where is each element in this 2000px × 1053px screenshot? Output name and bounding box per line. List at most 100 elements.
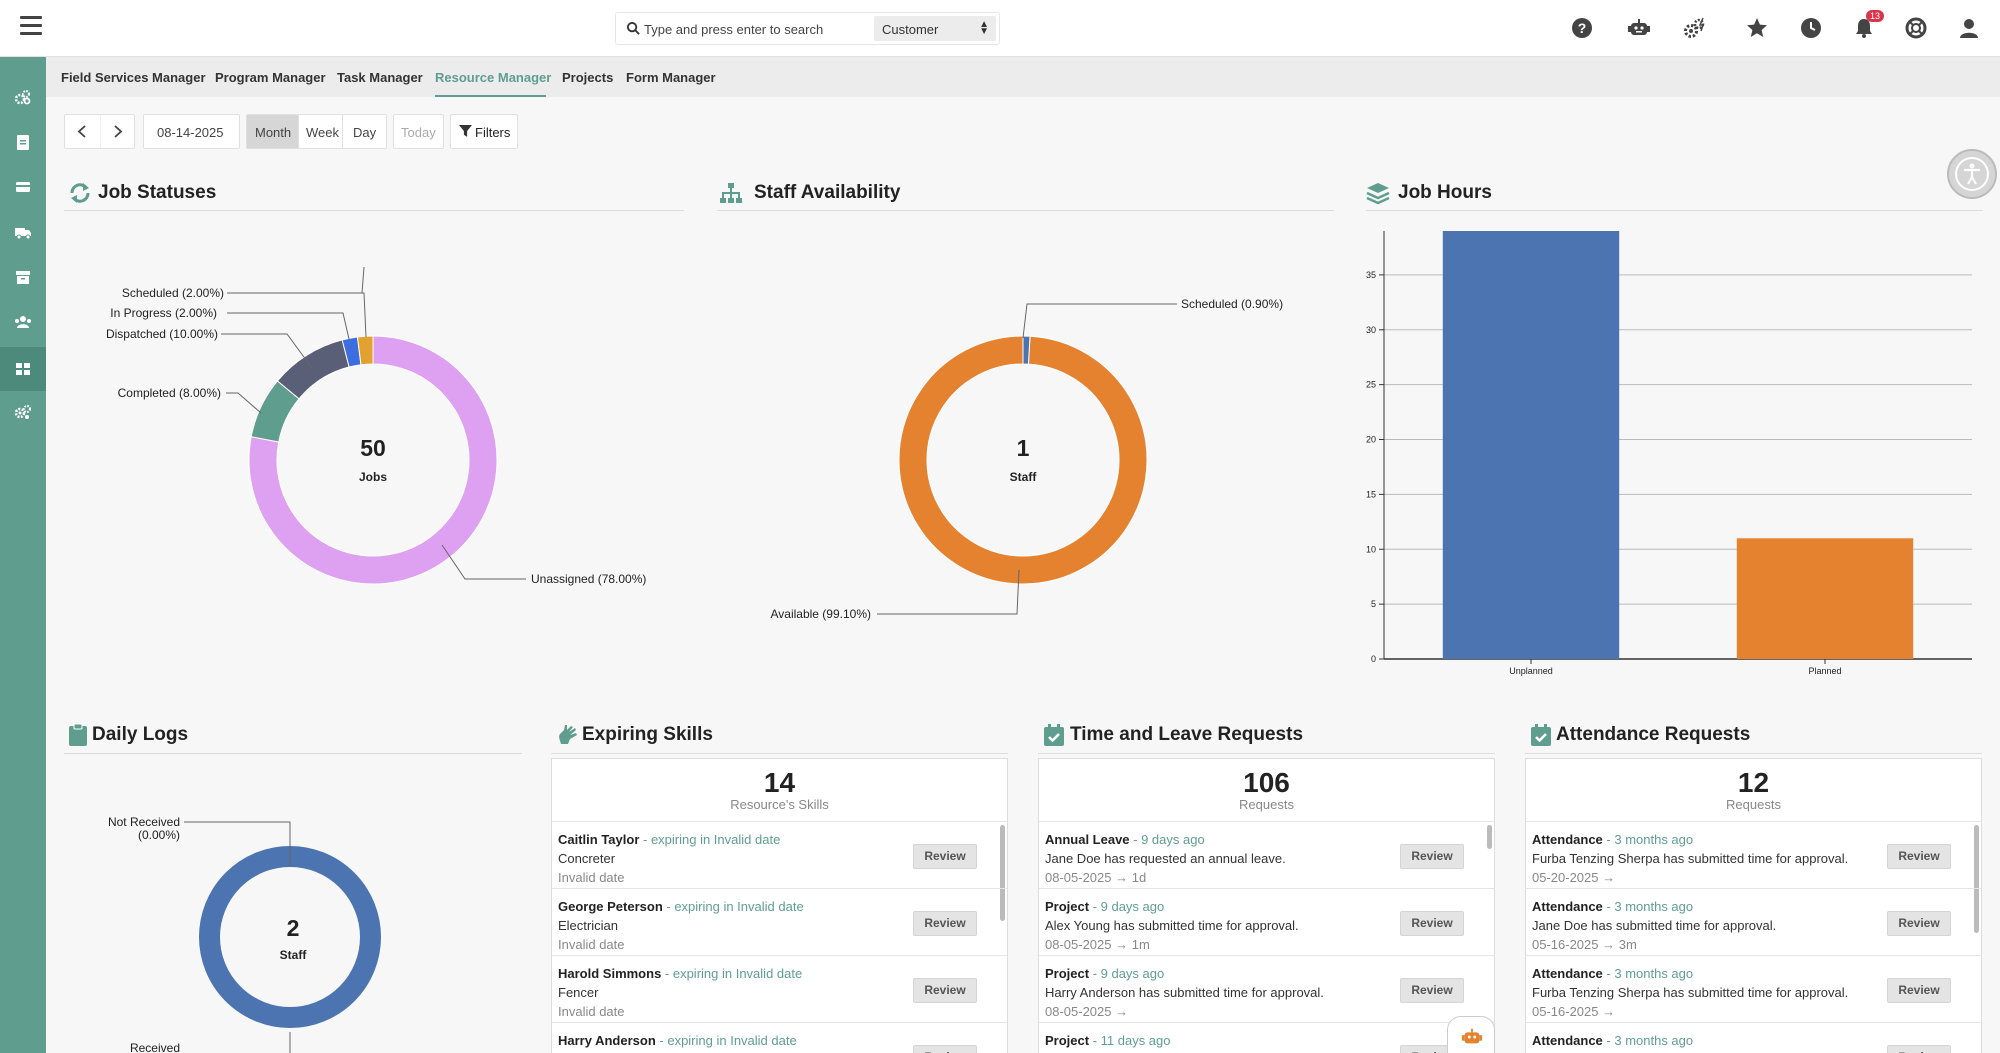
logs-staff-label: Staff — [280, 948, 308, 962]
calendar-check-icon — [1042, 723, 1066, 747]
review-button[interactable]: Review — [1400, 978, 1464, 1003]
skill-entry-title: Harry Anderson - expiring in Invalid dat… — [558, 1033, 797, 1048]
staff-slice-scheduled[interactable] — [1022, 335, 1031, 365]
tab-program-manager[interactable]: Program Manager — [215, 70, 326, 85]
review-button[interactable]: Review — [1400, 911, 1464, 936]
tab-resource-manager[interactable]: Resource Manager — [435, 70, 552, 85]
sidebar — [0, 57, 46, 1053]
bell-icon[interactable]: 13 — [1852, 10, 1885, 40]
archive-icon[interactable] — [13, 267, 33, 287]
request-type[interactable]: Project — [1045, 899, 1090, 914]
attendance-type[interactable]: Attendance — [1532, 899, 1603, 914]
attendance-entry: Attendance - 3 months ago Furba Tenzing … — [1526, 956, 1981, 1023]
attendance-type[interactable]: Attendance — [1532, 966, 1603, 981]
search-input[interactable]: Type and press enter to search — [644, 22, 824, 37]
view-day-button[interactable]: Day — [342, 115, 386, 148]
attendance-scrollbar[interactable] — [1974, 825, 1979, 933]
star-icon[interactable] — [1745, 16, 1769, 40]
requests-scrollbar[interactable] — [1487, 825, 1492, 849]
clock-icon[interactable] — [1799, 16, 1823, 40]
request-description: Harry Anderson has submitted time for ap… — [1045, 985, 1324, 1000]
attendance-age: - 3 months ago — [1602, 832, 1694, 847]
review-button[interactable]: Review — [1887, 1045, 1951, 1053]
staff-availability-title: Staff Availability — [754, 182, 901, 203]
dashboard-icon[interactable] — [0, 347, 46, 391]
search-scope-value: Customer — [882, 22, 939, 37]
assistant-bot-icon[interactable] — [1447, 1016, 1495, 1053]
expiring-skills-card: 14 Resource's Skills Caitlin Taylor - ex… — [551, 758, 1008, 1053]
view-month-button[interactable]: Month — [247, 115, 298, 148]
card-header-divider — [1039, 821, 1494, 822]
bar-planned[interactable] — [1736, 538, 1914, 659]
skill-person[interactable]: George Peterson — [558, 899, 663, 914]
skill-entry: George Peterson - expiring in Invalid da… — [552, 889, 1007, 956]
review-button[interactable]: Review — [913, 1045, 977, 1053]
review-button[interactable]: Review — [1887, 911, 1951, 936]
job-statuses-chart: Scheduled (2.00%) In Progress (2.00%) Di… — [64, 215, 704, 635]
y-tick-label: 10 — [1366, 544, 1376, 554]
next-arrow-icon[interactable] — [100, 115, 135, 148]
truck-icon[interactable] — [13, 222, 33, 242]
tab-field-services-manager[interactable]: Field Services Manager — [61, 70, 206, 85]
label-scheduled: Scheduled (2.00%) — [122, 286, 224, 300]
staff-slice-available[interactable] — [898, 335, 1148, 585]
lifebuoy-icon[interactable] — [1904, 16, 1928, 40]
tab-projects[interactable]: Projects — [562, 70, 614, 85]
label-not-received-pct: (0.00%) — [138, 828, 180, 842]
tab-form-manager[interactable]: Form Manager — [626, 70, 716, 85]
request-age: - 9 days ago — [1129, 832, 1205, 847]
request-type[interactable]: Project — [1045, 966, 1090, 981]
help-icon[interactable]: ? — [1570, 16, 1594, 40]
view-week-button[interactable]: Week — [298, 115, 342, 148]
label-dispatched: Dispatched (10.00%) — [106, 327, 218, 341]
review-button[interactable]: Review — [913, 911, 977, 936]
accessibility-icon[interactable] — [1947, 149, 1997, 199]
view-day-label: Day — [353, 125, 377, 140]
attendance-type[interactable]: Attendance — [1532, 1033, 1603, 1048]
gears-icon[interactable] — [1683, 16, 1707, 40]
attendance-description: Furba Tenzing Sherpa has submitted time … — [1532, 985, 1849, 1000]
skills-scrollbar[interactable] — [1000, 825, 1005, 921]
review-button[interactable]: Review — [913, 978, 977, 1003]
review-button[interactable]: Review — [1887, 844, 1951, 869]
request-entry-title: Project - 9 days ago — [1045, 899, 1164, 914]
daily-logs-divider — [64, 753, 522, 754]
bar-unplanned[interactable] — [1442, 231, 1620, 659]
user-icon[interactable] — [1957, 16, 1981, 40]
y-tick-label: 0 — [1371, 654, 1376, 664]
skill-entry-title: Harold Simmons - expiring in Invalid dat… — [558, 966, 802, 981]
clipboard-icon[interactable] — [13, 132, 33, 152]
card-icon[interactable] — [13, 177, 33, 197]
hamburger-menu-icon[interactable] — [20, 16, 42, 36]
requests-count-label: Requests — [1239, 797, 1294, 812]
tab-task-manager[interactable]: Task Manager — [337, 70, 423, 85]
attendance-entry-title: Attendance - 3 months ago — [1532, 1033, 1693, 1048]
attendance-count: 12 — [1737, 767, 1770, 798]
review-button[interactable]: Review — [913, 844, 977, 869]
job-status-slice-unassigned[interactable] — [248, 335, 498, 585]
attendance-title: Attendance Requests — [1556, 724, 1751, 745]
time-leave-title: Time and Leave Requests — [1070, 724, 1304, 745]
job-status-slice-dispatched[interactable] — [276, 339, 350, 400]
job-status-slice-scheduled[interactable] — [356, 335, 374, 366]
cogs-icon[interactable] — [13, 87, 33, 107]
prev-arrow-icon[interactable] — [65, 115, 100, 148]
today-button[interactable]: Today — [393, 114, 444, 149]
skill-person[interactable]: Harry Anderson — [558, 1033, 656, 1048]
robot-icon[interactable] — [1627, 16, 1651, 40]
skill-person[interactable]: Caitlin Taylor — [558, 832, 640, 847]
search-scope-select[interactable]: Customer ▲ ▼ — [874, 16, 996, 41]
skill-person[interactable]: Harold Simmons — [558, 966, 662, 981]
attendance-type[interactable]: Attendance — [1532, 832, 1603, 847]
skills-count-label: Resource's Skills — [730, 797, 829, 812]
users-icon[interactable] — [13, 312, 33, 332]
date-picker[interactable]: 08-14-2025 — [143, 114, 240, 149]
filters-button[interactable]: Filters — [450, 114, 518, 149]
request-type[interactable]: Annual Leave — [1045, 832, 1130, 847]
filters-label: Filters — [475, 125, 511, 140]
review-button[interactable]: Review — [1400, 844, 1464, 869]
settings-icon[interactable] — [13, 402, 33, 422]
module-tabs: Field Services Manager Program Manager T… — [46, 57, 2000, 97]
review-button[interactable]: Review — [1887, 978, 1951, 1003]
request-type[interactable]: Project — [1045, 1033, 1090, 1048]
